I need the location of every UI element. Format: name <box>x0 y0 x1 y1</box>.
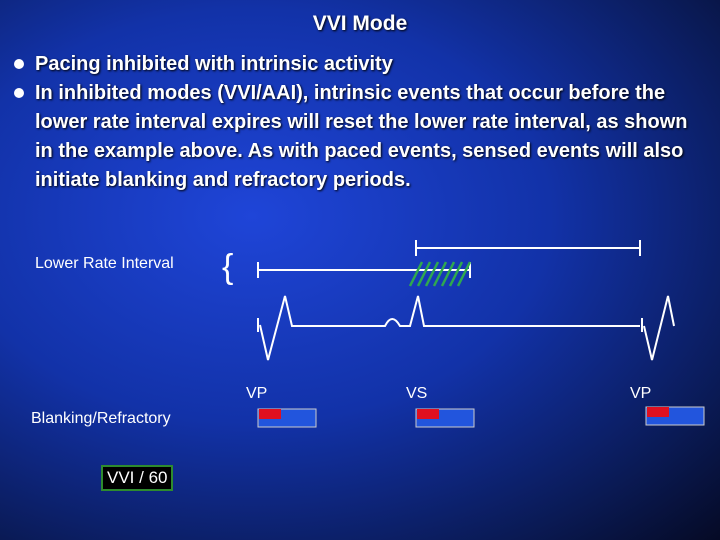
title: VVI Mode <box>312 12 408 35</box>
event-label: VP <box>630 385 651 402</box>
bullet: In inhibited modes (VVI/AAI), intrinsic … <box>14 79 694 195</box>
event-label: VP <box>246 385 267 402</box>
bullets: Pacing inhibited with intrinsic activity… <box>14 50 694 195</box>
ecg-trace <box>257 295 675 361</box>
refractory-hatch <box>408 261 472 287</box>
bullet: Pacing inhibited with intrinsic activity <box>14 50 694 79</box>
brace: { <box>222 248 233 286</box>
blanking-label: Blanking/Refractory <box>31 410 171 427</box>
event-label: VS <box>406 385 427 402</box>
blanking-bars <box>257 406 705 428</box>
lri-label: Lower Rate Interval <box>35 255 174 272</box>
mode-box: VVI / 60 <box>101 465 174 491</box>
